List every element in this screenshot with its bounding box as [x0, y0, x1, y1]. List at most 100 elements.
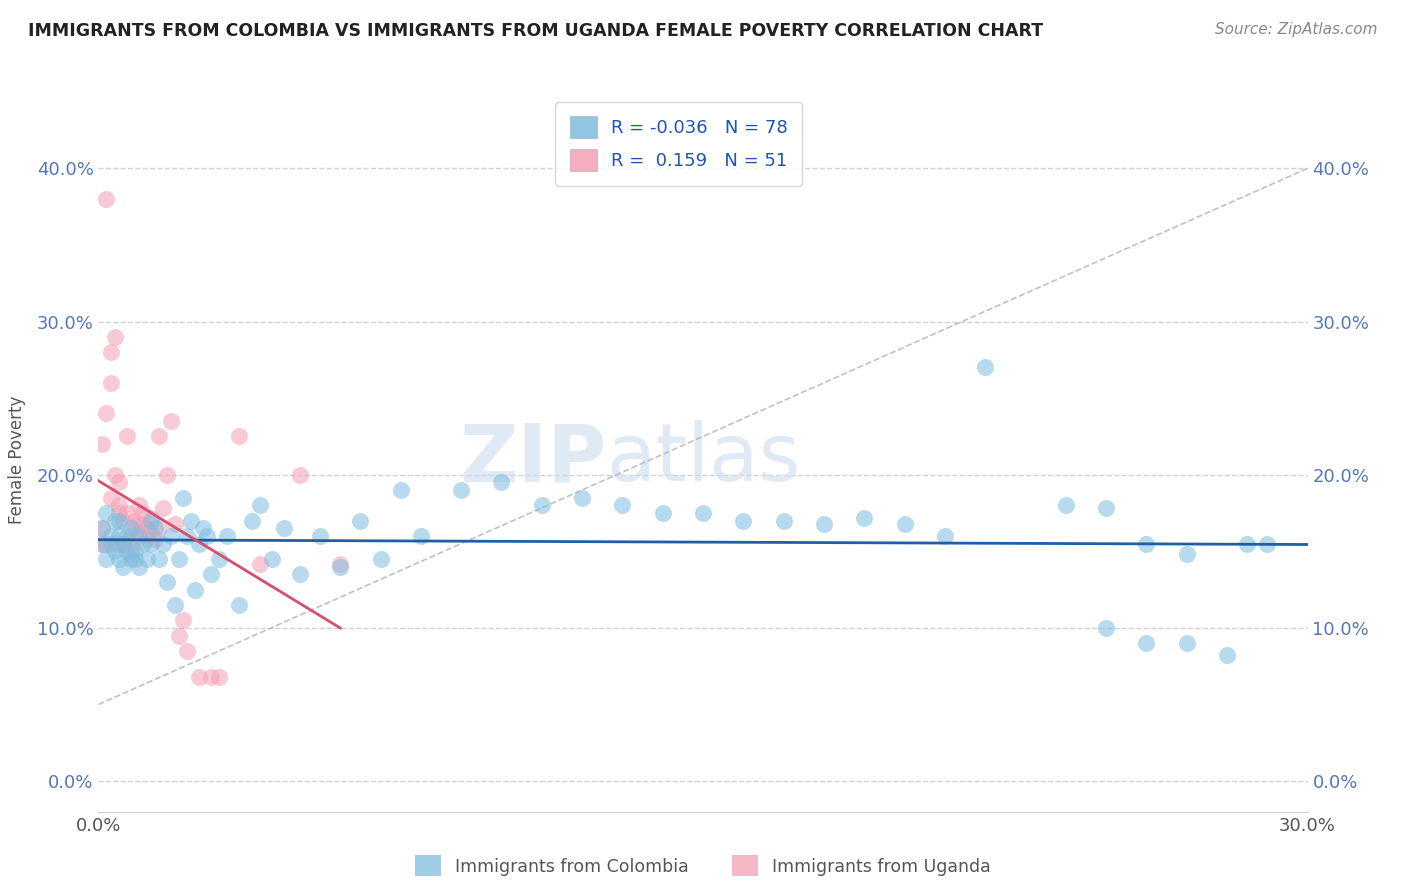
Point	[135, 521, 157, 535]
Point	[143, 532, 166, 546]
Point	[152, 501, 174, 516]
Point	[409, 529, 432, 543]
Point	[349, 514, 371, 528]
Point	[329, 557, 352, 571]
Point	[91, 536, 114, 550]
Point	[193, 521, 215, 535]
Point	[163, 516, 186, 531]
Point	[167, 552, 190, 566]
Point	[692, 506, 714, 520]
Point	[329, 559, 352, 574]
Point	[111, 536, 134, 550]
Point	[530, 499, 553, 513]
Point	[160, 529, 183, 543]
Point	[1095, 501, 1118, 516]
Text: atlas: atlas	[606, 420, 800, 499]
Point	[135, 532, 157, 546]
Point	[120, 547, 142, 561]
Point	[172, 613, 194, 627]
Point	[120, 521, 142, 535]
Point	[1236, 536, 1258, 550]
Point	[288, 467, 311, 482]
Point	[96, 536, 118, 550]
Point	[111, 536, 134, 550]
Point	[139, 510, 162, 524]
Point	[139, 525, 162, 540]
Point	[139, 536, 162, 550]
Text: Source: ZipAtlas.com: Source: ZipAtlas.com	[1215, 22, 1378, 37]
Point	[148, 521, 170, 535]
Point	[107, 506, 129, 520]
Point	[128, 529, 150, 543]
Point	[893, 516, 915, 531]
Point	[100, 529, 122, 543]
Point	[260, 552, 283, 566]
Point	[111, 514, 134, 528]
Point	[103, 330, 125, 344]
Point	[96, 506, 118, 520]
Point	[188, 536, 211, 550]
Point	[100, 536, 122, 550]
Point	[228, 429, 250, 443]
Point	[1135, 536, 1157, 550]
Point	[107, 475, 129, 490]
Point	[124, 514, 146, 528]
Point	[128, 516, 150, 531]
Point	[91, 521, 114, 535]
Point	[208, 670, 231, 684]
Point	[1175, 547, 1198, 561]
Point	[249, 557, 271, 571]
Point	[733, 514, 755, 528]
Point	[156, 574, 179, 589]
Point	[160, 414, 183, 428]
Point	[96, 192, 118, 206]
Point	[240, 514, 263, 528]
Point	[103, 544, 125, 558]
Point	[156, 467, 179, 482]
Point	[491, 475, 513, 490]
Legend: Immigrants from Colombia, Immigrants from Uganda: Immigrants from Colombia, Immigrants fro…	[408, 848, 998, 883]
Point	[208, 552, 231, 566]
Point	[103, 467, 125, 482]
Point	[132, 536, 155, 550]
Point	[772, 514, 794, 528]
Point	[163, 598, 186, 612]
Point	[120, 529, 142, 543]
Text: IMMIGRANTS FROM COLOMBIA VS IMMIGRANTS FROM UGANDA FEMALE POVERTY CORRELATION CH: IMMIGRANTS FROM COLOMBIA VS IMMIGRANTS F…	[28, 22, 1043, 40]
Point	[1095, 621, 1118, 635]
Point	[91, 437, 114, 451]
Point	[180, 514, 202, 528]
Point	[651, 506, 673, 520]
Point	[103, 514, 125, 528]
Point	[1175, 636, 1198, 650]
Point	[148, 429, 170, 443]
Point	[389, 483, 412, 497]
Point	[111, 536, 134, 550]
Point	[107, 514, 129, 528]
Point	[176, 529, 198, 543]
Point	[132, 525, 155, 540]
Point	[853, 510, 876, 524]
Point	[249, 499, 271, 513]
Point	[370, 552, 392, 566]
Point	[132, 506, 155, 520]
Point	[188, 670, 211, 684]
Point	[135, 552, 157, 566]
Point	[91, 521, 114, 535]
Point	[184, 582, 207, 597]
Point	[450, 483, 472, 497]
Point	[148, 552, 170, 566]
Point	[124, 521, 146, 535]
Point	[1216, 648, 1239, 663]
Point	[974, 360, 997, 375]
Point	[120, 552, 142, 566]
Point	[124, 544, 146, 558]
Point	[96, 552, 118, 566]
Point	[139, 514, 162, 528]
Point	[115, 529, 138, 543]
Point	[91, 536, 114, 550]
Point	[107, 529, 129, 543]
Point	[1256, 536, 1278, 550]
Point	[143, 521, 166, 535]
Point	[176, 644, 198, 658]
